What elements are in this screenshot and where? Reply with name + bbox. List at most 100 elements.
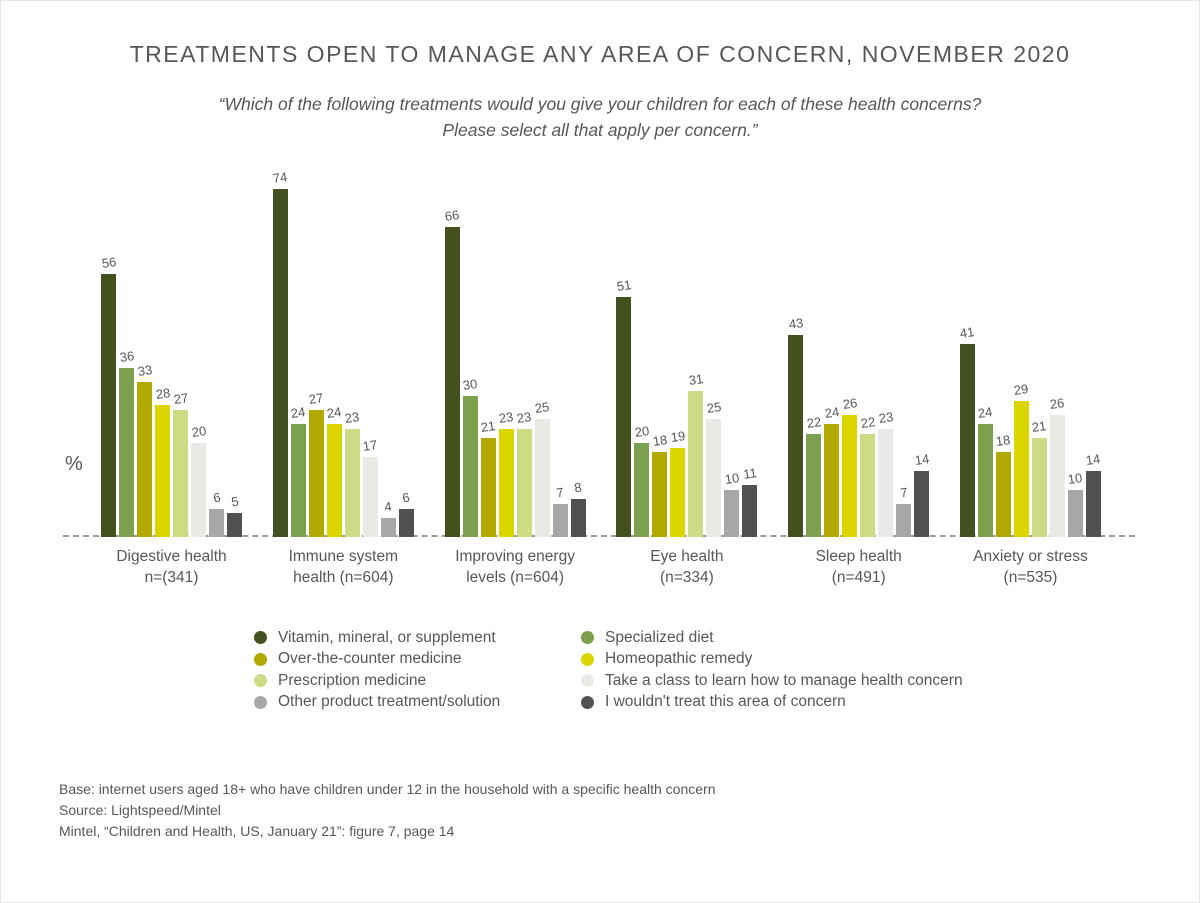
legend-column-2: Specialized diet Homeopathic remedy Take a… — [581, 627, 963, 713]
bar: 4 — [380, 499, 396, 537]
category-label-line-2: (n=535) — [1003, 569, 1058, 586]
bar-group: 43 22 24 26 22 23 7 14 Sleep health (n=491) — [787, 177, 930, 586]
bar-value-label: 23 — [344, 409, 361, 426]
bar-value-label: 25 — [533, 399, 551, 416]
bar-value-label: 21 — [479, 418, 497, 435]
bar-value-label: 56 — [100, 254, 117, 271]
bar: 27 — [172, 390, 189, 537]
y-axis-label: % — [65, 453, 83, 475]
base-note: Base: internet users aged 18+ who have c… — [59, 781, 716, 797]
category-label-line-1: Sleep health — [815, 548, 902, 565]
bar: 26 — [841, 395, 858, 537]
bar-value-label: 27 — [172, 390, 189, 407]
bar-value-label: 66 — [443, 207, 461, 224]
category-label: Improving energy levels (n=604) — [420, 546, 610, 588]
bar-value-label: 14 — [1085, 451, 1102, 468]
bar-value-label: 7 — [899, 484, 909, 501]
bar-value-label: 24 — [290, 404, 307, 421]
bar: 24 — [977, 404, 994, 537]
bar-group-bars: 74 24 27 24 23 17 4 6 — [272, 169, 414, 537]
bar: 25 — [706, 399, 722, 537]
bar-value-label: 22 — [805, 414, 822, 431]
bar-value-label: 30 — [461, 376, 479, 393]
bar-value-label: 14 — [913, 451, 930, 468]
bar: 43 — [787, 315, 804, 537]
citation-line: Mintel, “Children and Health, US, Januar… — [59, 823, 455, 839]
legend-dot-icon — [581, 631, 594, 645]
legend-item: Over-the-counter medicine — [254, 649, 581, 671]
bar-group-bars: 43 22 24 26 22 23 7 14 — [787, 177, 930, 537]
bar-value-label: 31 — [687, 371, 705, 388]
legend-label: I wouldn't treat this area of concern — [605, 693, 846, 711]
bar-value-label: 5 — [229, 493, 240, 510]
bar-value-label: 51 — [615, 277, 633, 294]
category-label-line-1: Digestive health — [116, 548, 227, 565]
bar: 56 — [100, 254, 117, 537]
bar: 51 — [616, 277, 632, 537]
bar-value-label: 26 — [1049, 395, 1066, 412]
bar: 20 — [190, 423, 207, 537]
bar: 18 — [995, 432, 1012, 537]
legend-item: Take a class to learn how to manage heal… — [581, 670, 963, 692]
legend-item: I wouldn't treat this area of concern — [581, 692, 963, 714]
legend-column-1: Vitamin, mineral, or supplement Over-the-… — [254, 627, 581, 713]
bar-value-label: 74 — [272, 169, 289, 186]
bar-value-label: 41 — [959, 324, 976, 341]
legend: Vitamin, mineral, or supplement Over-the-… — [254, 627, 963, 713]
category-label-line-2: (n=491) — [831, 569, 886, 586]
bar: 66 — [444, 207, 460, 537]
subtitle-line-2: Please select all that apply per concern… — [442, 120, 758, 140]
legend-label: Over-the-counter medicine — [278, 650, 462, 668]
bar: 19 — [670, 428, 686, 537]
bar: 10 — [1067, 470, 1084, 537]
bar: 23 — [498, 409, 514, 537]
bar-value-label: 28 — [154, 385, 171, 402]
bar-value-label: 20 — [633, 423, 651, 440]
bar-value-label: 25 — [705, 399, 723, 416]
bar: 41 — [959, 324, 976, 537]
legend-label: Take a class to learn how to manage heal… — [605, 671, 963, 689]
bar-value-label: 23 — [515, 409, 533, 426]
bar-group: 56 36 33 28 27 20 6 5 Digestive health n=(341) — [100, 177, 242, 586]
bar: 24 — [823, 404, 840, 537]
bar-value-label: 23 — [877, 409, 894, 426]
bar: 5 — [227, 494, 242, 537]
category-label-line-1: Eye health — [650, 548, 724, 565]
bar: 25 — [534, 399, 550, 537]
bar: 14 — [913, 451, 930, 537]
bar: 27 — [308, 390, 325, 537]
legend-label: Prescription medicine — [278, 671, 427, 689]
category-label: Immune system health (n=604) — [248, 546, 438, 588]
source-line: Source: Lightspeed/Mintel — [59, 802, 221, 818]
bar: 28 — [154, 385, 171, 537]
legend-dot-icon — [581, 674, 594, 688]
bar-value-label: 4 — [383, 498, 393, 515]
bar: 23 — [516, 409, 532, 537]
legend-item: Other product treatment/solution — [254, 692, 581, 714]
chart-title: TREATMENTS OPEN TO MANAGE ANY AREA OF CO… — [129, 41, 1071, 67]
bar-value-label: 18 — [995, 432, 1012, 449]
bar: 23 — [344, 409, 361, 537]
bar: 8 — [570, 480, 586, 537]
bar: 31 — [688, 371, 704, 537]
bar-value-label: 8 — [573, 479, 583, 496]
category-label-line-2: n=(341) — [144, 569, 199, 586]
bar: 11 — [742, 465, 758, 537]
bar: 18 — [652, 432, 668, 537]
bar-value-label: 24 — [977, 404, 994, 421]
bar-group-bars: 66 30 21 23 23 25 7 8 — [444, 177, 586, 537]
bar-value-label: 27 — [308, 390, 325, 407]
bar-group: 51 20 18 19 31 25 10 11 Eye health (n=334) — [616, 177, 758, 586]
bar: 14 — [1085, 451, 1102, 537]
bar: 17 — [362, 437, 379, 537]
bar-group-bars: 56 36 33 28 27 20 6 5 — [100, 177, 242, 537]
category-label: Anxiety or stress (n=535) — [935, 546, 1125, 588]
bar: 6 — [209, 490, 224, 537]
source-note: Base: internet users aged 18+ who have c… — [59, 779, 715, 842]
legend-dot-icon — [581, 652, 594, 666]
bar-value-label: 26 — [841, 395, 858, 412]
legend-dot-icon — [254, 674, 267, 688]
bar-value-label: 7 — [555, 484, 565, 501]
bar: 24 — [326, 404, 343, 537]
